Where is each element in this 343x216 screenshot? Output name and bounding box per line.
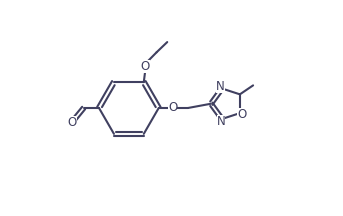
Text: O: O: [67, 116, 76, 129]
Text: O: O: [237, 108, 247, 121]
Text: O: O: [168, 102, 177, 114]
Text: N: N: [216, 114, 225, 128]
Text: O: O: [141, 60, 150, 73]
Text: N: N: [216, 80, 225, 93]
